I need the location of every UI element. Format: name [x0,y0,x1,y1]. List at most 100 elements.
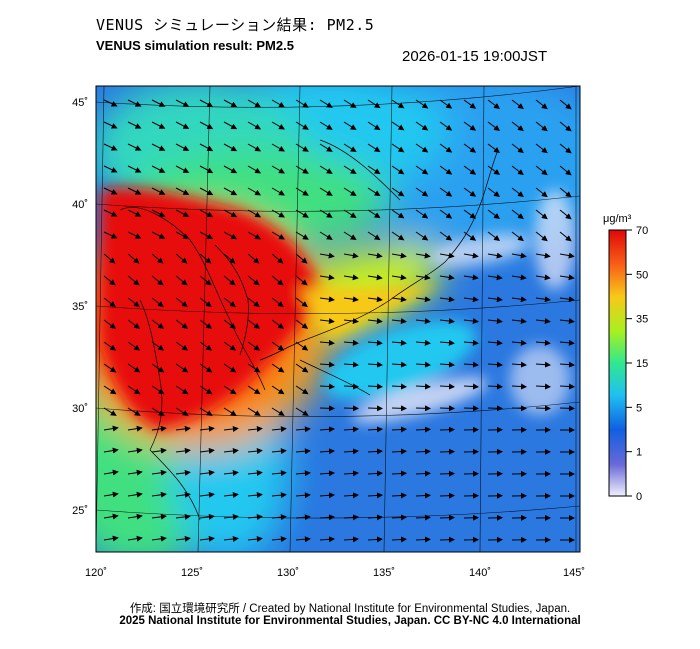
wind-arrow [559,361,575,368]
colorbar-tick-label: 1 [636,447,642,459]
wind-arrow [271,121,285,130]
wind-arrow [439,448,455,455]
wind-arrow [199,275,212,286]
wind-arrow [295,209,309,218]
wind-arrow [511,339,527,346]
wind-arrow [103,209,118,217]
longitude-label: 130˚ [277,567,299,579]
wind-arrow [223,275,236,286]
wind-arrow [463,99,477,109]
wind-arrow [559,121,572,132]
wind-arrow [295,407,309,416]
wind-arrow [271,341,285,351]
wind-arrow [391,165,405,175]
wind-arrow [199,165,214,174]
wind-arrow [199,99,214,108]
wind-arrow [175,231,190,239]
wind-arrow [535,296,551,303]
wind-arrow [223,297,236,308]
wind-arrow [343,165,357,175]
credit-line-1: 作成: 国立環境研究所 / Created by National Instit… [129,603,571,615]
wind-arrow [463,209,477,219]
wind-arrow [511,121,524,132]
wind-arrow [391,405,407,412]
wind-arrow [151,319,165,329]
wind-arrow [367,405,383,412]
wind-arrow [199,491,215,498]
wind-arrow [463,383,479,390]
wind-arrow [559,405,575,412]
wind-arrow [103,143,118,151]
wind-arrow [439,536,455,543]
wind-arrow [559,99,572,110]
wind-arrow [295,231,309,240]
colorbar-tick-label: 15 [636,358,648,370]
wind-arrow [103,491,119,498]
wind-arrow [439,318,455,325]
wind-arrow [463,252,479,259]
wind-arrow [439,99,453,109]
wind-arrow [463,296,479,303]
wind-arrow [151,363,165,373]
wind-arrow [439,274,455,281]
wind-arrow [535,274,551,281]
wind-arrow [439,296,455,303]
wind-arrow [295,319,309,329]
wind-arrow [127,165,142,173]
wind-arrow [247,385,261,395]
wind-arrow [343,252,359,259]
wind-arrow [127,491,143,498]
wind-arrow [295,426,311,433]
wind-arrow [319,514,335,521]
wind-arrow [151,341,165,351]
wind-arrow [271,209,285,218]
wind-arrow [535,339,551,346]
wind-arrow [343,514,359,521]
wind-arrow [535,383,551,390]
wind-arrow [247,99,262,108]
wind-arrow [199,447,215,454]
wind-arrow [439,383,455,390]
wind-arrow [511,383,527,390]
wind-arrow [391,143,405,153]
wind-arrow [247,407,261,416]
wind-arrow [103,469,119,476]
wind-arrow [175,535,191,542]
title-japanese: VENUS シミュレーション結果: PM2.5 [96,16,375,34]
wind-arrow [463,231,477,241]
wind-arrow [319,536,335,543]
wind-arrow [223,231,238,240]
wind-arrow [223,407,237,416]
wind-arrow [319,426,335,433]
wind-arrow [559,187,572,198]
wind-arrow [367,165,381,175]
wind-arrow [295,121,309,130]
wind-arrow [199,143,214,152]
wind-arrow [271,165,285,174]
wind-arrow [367,187,381,197]
wind-arrow [151,187,166,195]
wind-arrow [367,121,381,131]
wind-arrow [103,99,118,107]
wind-arrow [175,341,189,351]
wind-arrow [439,339,455,346]
timestamp: 2026-01-15 19:00JST [402,48,548,65]
wind-arrow [175,513,191,520]
wind-arrow [463,405,479,412]
wind-arrow [415,448,431,455]
wind-arrow [175,297,188,308]
wind-arrow [343,361,359,368]
wind-arrow [415,121,429,131]
wind-arrow [559,274,575,281]
wind-arrow [367,448,383,455]
wind-arrow [271,231,285,240]
wind-arrow [559,231,572,242]
wind-arrow [391,514,407,521]
wind-arrow [271,319,285,329]
wind-arrow [415,339,431,346]
wind-arrow [439,165,453,175]
wind-arrow [487,252,503,259]
wind-arrow [199,469,215,476]
wind-arrow [391,209,405,219]
wind-arrow [223,341,237,351]
